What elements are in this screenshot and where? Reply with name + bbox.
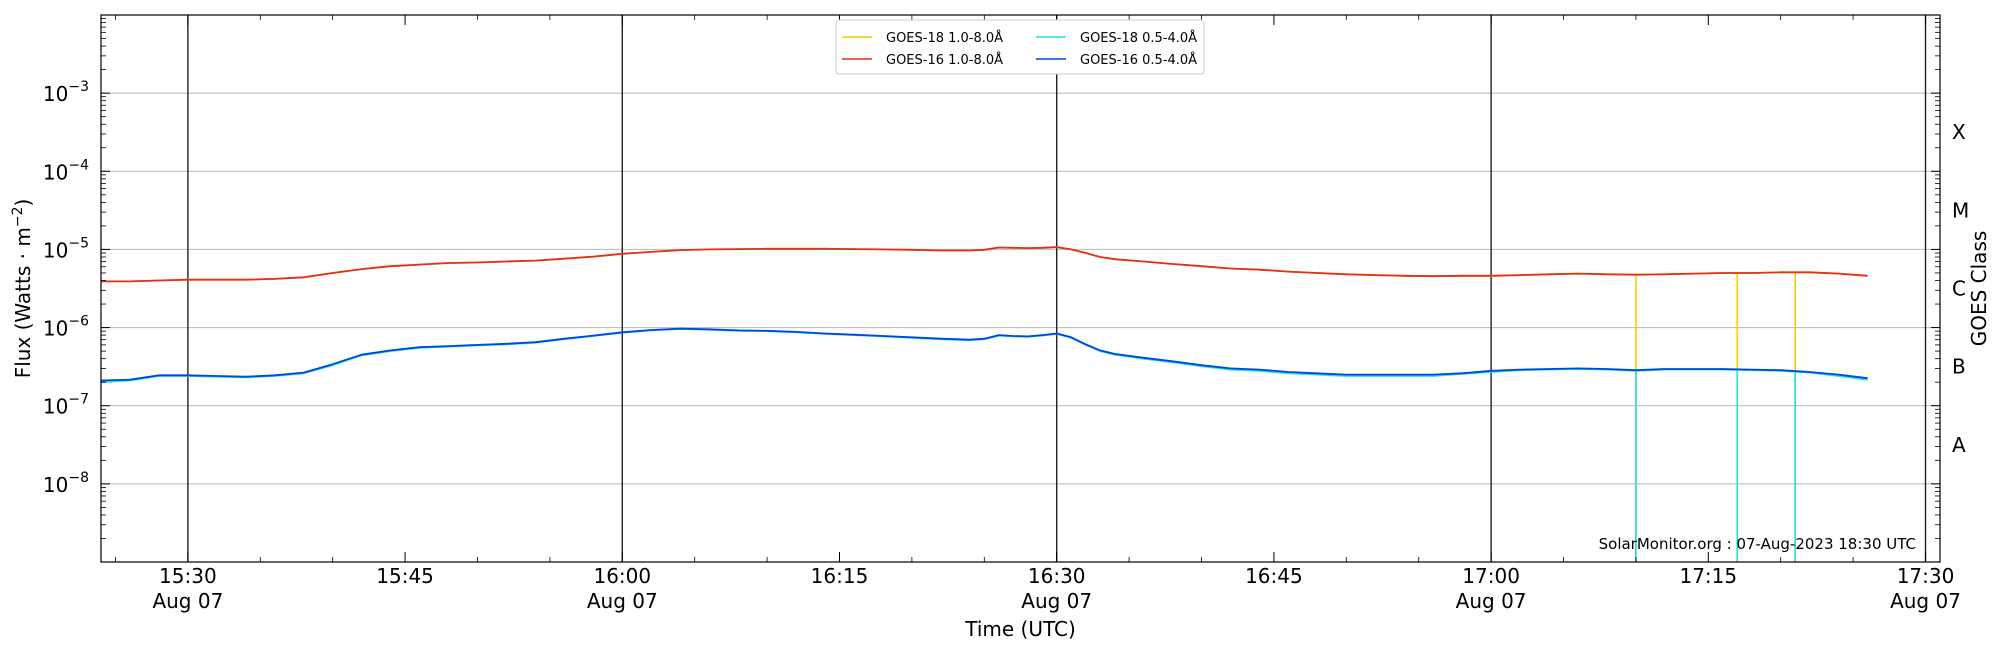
y-axis-title-main: Flux (Watts · m xyxy=(11,227,35,378)
x-tick-label: 16:30 xyxy=(1028,564,1086,588)
legend-label-2: GOES-18 0.5-4.0Å xyxy=(1080,30,1197,46)
x-tick-sublabel: Aug 07 xyxy=(1890,589,1961,613)
y-tick-label-exponent: −7 xyxy=(68,392,89,408)
y-tick-label-base: 10 xyxy=(43,395,68,419)
x-tick-sublabel: Aug 07 xyxy=(152,589,223,613)
y-tick-label-exponent: −4 xyxy=(68,157,89,173)
legend-label-1: GOES-16 1.0-8.0Å xyxy=(886,52,1003,68)
y-tick-label-base: 10 xyxy=(43,317,68,341)
goes-class-label: A xyxy=(1952,433,1966,457)
y-tick-label-base: 10 xyxy=(43,160,68,184)
y-tick-label-exponent: −3 xyxy=(68,79,89,95)
y-tick-label-exponent: −5 xyxy=(68,235,89,251)
x-tick-sublabel: Aug 07 xyxy=(587,589,658,613)
y-tick-label-exponent: −8 xyxy=(68,470,89,486)
x-tick-label: 17:30 xyxy=(1897,564,1955,588)
series-line-3 xyxy=(100,327,1868,382)
y-tick-label: 10−7 xyxy=(43,392,89,419)
y-axis-title-close: ) xyxy=(11,199,35,207)
x-tick-label: 17:15 xyxy=(1679,564,1737,588)
y-tick-label-exponent: −6 xyxy=(68,314,89,330)
ticks-layer xyxy=(101,15,1940,562)
legend: GOES-18 1.0-8.0Å GOES-16 1.0-8.0Å GOES-18 … xyxy=(835,19,1205,75)
legend-label-0: GOES-18 1.0-8.0Å xyxy=(886,30,1003,46)
y-tick-label-base: 10 xyxy=(43,238,68,262)
grid-lines xyxy=(101,92,1940,485)
x-tick-label: 16:00 xyxy=(593,564,651,588)
x-axis-title: Time (UTC) xyxy=(964,617,1076,641)
x-tick-label: 16:15 xyxy=(811,564,869,588)
goes-class-label: B xyxy=(1952,355,1966,379)
vertical-time-markers xyxy=(187,15,1927,562)
series-line-0 xyxy=(101,246,1868,283)
series-layer xyxy=(100,246,1868,384)
x-tick-label: 16:45 xyxy=(1245,564,1303,588)
x-tick-label: 17:00 xyxy=(1462,564,1520,588)
plot-frame xyxy=(100,14,1941,563)
y-tick-label: 10−3 xyxy=(43,79,89,106)
watermark-text: SolarMonitor.org : 07-Aug-2023 18:30 UTC xyxy=(1599,535,1916,553)
goes-class-label: M xyxy=(1952,198,1969,222)
x-tick-sublabel: Aug 07 xyxy=(1456,589,1527,613)
spike-layer xyxy=(1635,272,1796,562)
y-axis-title: Flux (Watts · m−2) xyxy=(10,199,35,379)
y-tick-label: 10−8 xyxy=(43,470,89,497)
series-line-1 xyxy=(101,246,1868,283)
goes-class-axis-title: GOES Class xyxy=(1967,231,1991,347)
y-axis-title-exponent: −2 xyxy=(10,207,26,228)
x-tick-label: 15:30 xyxy=(159,564,217,588)
goes-class-label: X xyxy=(1952,120,1966,144)
legend-label-3: GOES-16 0.5-4.0Å xyxy=(1080,52,1197,68)
y-tick-label-base: 10 xyxy=(43,473,68,497)
series-line-2 xyxy=(100,328,1868,384)
goes-class-label: C xyxy=(1952,277,1966,301)
x-tick-sublabel: Aug 07 xyxy=(1021,589,1092,613)
legend-box xyxy=(835,19,1205,75)
x-tick-label: 15:45 xyxy=(376,564,434,588)
y-tick-label: 10−4 xyxy=(43,157,89,184)
y-tick-label: 10−5 xyxy=(43,235,89,262)
y-tick-label: 10−6 xyxy=(43,314,89,341)
y-tick-label-base: 10 xyxy=(43,82,68,106)
